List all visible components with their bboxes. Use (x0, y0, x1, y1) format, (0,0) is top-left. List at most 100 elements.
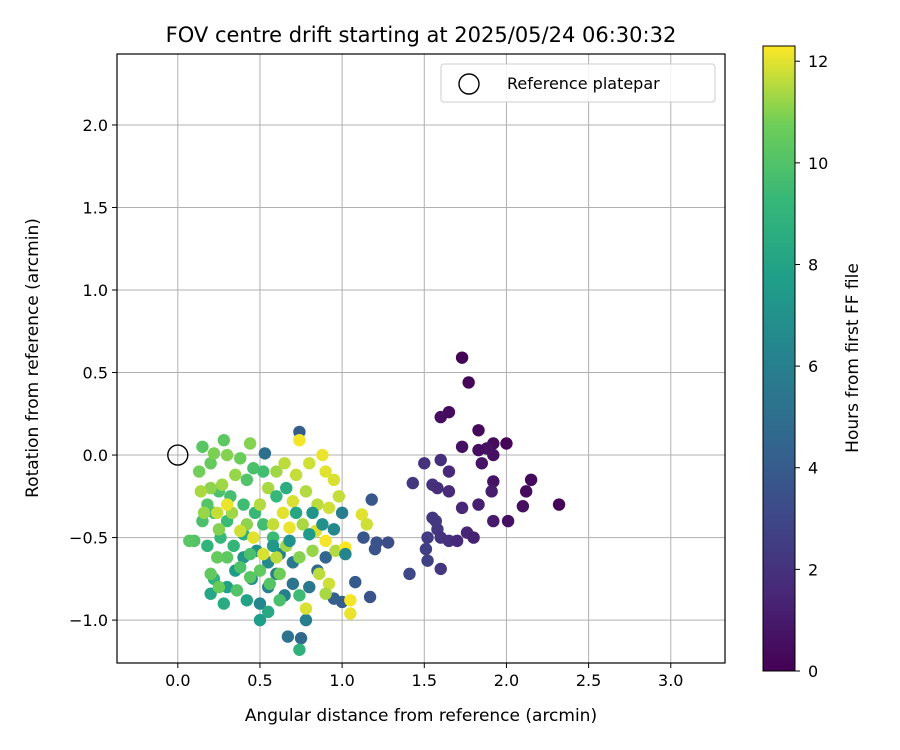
data-point (276, 506, 290, 520)
data-point (270, 465, 283, 478)
data-point (243, 437, 257, 450)
data-point (303, 580, 316, 594)
colorbar-tick-label: 2 (808, 560, 818, 579)
x-axis-ticks: 0.0 0.5 1.0 1.5 2.0 2.5 3.0 (165, 663, 683, 690)
data-point (270, 490, 283, 503)
data-point (283, 534, 296, 548)
data-point (217, 433, 231, 447)
data-points (183, 351, 566, 656)
data-point (243, 570, 257, 584)
data-point (501, 514, 515, 528)
data-point (316, 518, 329, 531)
data-point (303, 457, 316, 470)
data-point (257, 518, 270, 531)
data-point (204, 567, 217, 581)
data-point (204, 481, 217, 495)
data-point (431, 481, 444, 495)
data-point (434, 453, 447, 467)
data-point (215, 478, 229, 491)
data-point (355, 508, 369, 521)
data-point (303, 528, 316, 541)
x-axis-label: Angular distance from reference (arcmin) (245, 706, 597, 726)
data-point (299, 602, 313, 615)
data-point (299, 485, 313, 498)
data-point (349, 575, 362, 589)
data-point (261, 605, 275, 619)
y-tick-label: −0.5 (69, 529, 108, 548)
data-point (360, 518, 373, 531)
data-point (475, 457, 488, 470)
data-point (455, 501, 469, 515)
data-point (442, 465, 456, 478)
data-point (516, 500, 530, 513)
colorbar-tick-label: 6 (808, 357, 818, 376)
data-point (299, 613, 313, 627)
data-point (450, 534, 464, 548)
data-point (270, 551, 283, 564)
colorbar-tick-label: 10 (808, 154, 828, 173)
data-point (306, 506, 319, 520)
x-tick-label: 2.0 (494, 671, 519, 690)
data-point (357, 531, 370, 544)
data-point (183, 534, 196, 548)
data-point (472, 443, 485, 457)
data-point (240, 594, 254, 607)
y-tick-label: −1.0 (69, 611, 108, 630)
grid-lines (117, 54, 725, 663)
data-point (294, 632, 308, 645)
data-point (500, 437, 513, 450)
colorbar-tick-label: 4 (808, 459, 818, 478)
data-point (211, 551, 224, 564)
y-tick-label: 0.5 (83, 364, 108, 383)
legend-label: Reference platepar (507, 74, 660, 93)
colorbar: 0 2 4 6 8 10 12 Hours from first FF file (762, 45, 863, 681)
data-point (273, 594, 286, 607)
data-point (455, 351, 469, 364)
data-point (286, 495, 300, 508)
y-tick-label: 1.5 (83, 198, 108, 217)
data-point (211, 506, 224, 520)
data-point (472, 498, 485, 511)
data-point (293, 643, 306, 656)
data-point (280, 481, 293, 495)
legend-box (440, 63, 716, 103)
x-tick-label: 3.0 (658, 671, 683, 690)
data-point (253, 498, 267, 511)
data-point (442, 485, 456, 498)
data-point (204, 457, 217, 470)
data-point (289, 468, 303, 482)
y-tick-label: 1.0 (83, 281, 108, 300)
data-point (426, 511, 439, 524)
data-point (283, 521, 296, 534)
data-point (319, 534, 332, 548)
data-point (344, 594, 357, 607)
data-point (230, 584, 244, 597)
x-tick-label: 0.5 (247, 671, 272, 690)
data-point (519, 485, 533, 498)
data-point (434, 410, 447, 424)
data-point (220, 498, 234, 511)
colorbar-tick-label: 0 (808, 662, 818, 681)
data-point (194, 485, 208, 498)
data-point (263, 577, 277, 590)
x-tick-label: 1.5 (412, 671, 437, 690)
colorbar-label: Hours from first FF file (843, 263, 863, 453)
data-point (406, 476, 419, 490)
data-point (237, 498, 250, 511)
data-point (487, 475, 500, 488)
data-point (273, 567, 286, 581)
data-point (365, 493, 378, 506)
data-point (261, 481, 275, 495)
data-point (552, 498, 566, 511)
data-point (487, 448, 500, 462)
data-point (319, 465, 332, 478)
data-point (234, 524, 247, 538)
data-point (329, 544, 342, 557)
data-point (257, 547, 270, 561)
data-point (467, 531, 480, 544)
data-point (253, 613, 267, 627)
data-point (281, 630, 295, 643)
x-tick-label: 1.0 (329, 671, 354, 690)
data-point (278, 457, 291, 470)
data-point (332, 490, 346, 503)
